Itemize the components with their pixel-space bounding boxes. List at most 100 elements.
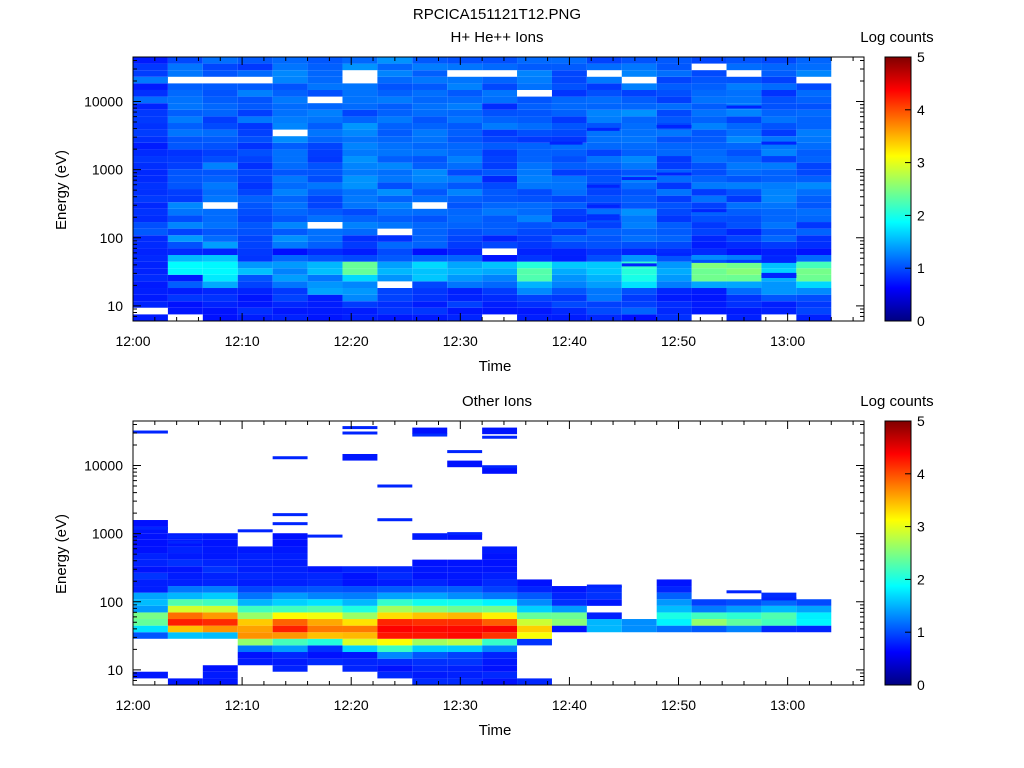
heatmap-cell [761, 228, 797, 236]
heatmap-cell [586, 103, 622, 110]
heatmap-cell [447, 195, 483, 203]
heatmap-cell [447, 274, 483, 282]
panel2-colorbar-ticks: 0 1 2 3 4 5 [905, 413, 925, 693]
heatmap-cell [272, 658, 308, 666]
heatmap-cell [447, 123, 483, 130]
heatmap-cell [377, 175, 413, 183]
heatmap-cell [761, 189, 797, 196]
heatmap-cell [133, 281, 168, 288]
heatmap-cell [412, 109, 448, 117]
heatmap-cell [447, 665, 483, 672]
x-tick-label: 12:30 [443, 333, 478, 349]
heatmap-cell [133, 520, 168, 527]
heatmap-cell [342, 57, 378, 64]
heatmap-segment [621, 263, 657, 267]
heatmap-cell [237, 301, 273, 308]
heatmap-cell [167, 546, 203, 554]
panel2-ticks: 12:00 12:10 12:20 12:30 12:40 12:50 13:00 10 100… [84, 421, 864, 713]
heatmap-cell [586, 175, 622, 183]
heatmap-cell [447, 228, 483, 236]
heatmap-cell [202, 301, 238, 308]
heatmap-cell [272, 559, 308, 567]
heatmap-cell [761, 142, 797, 150]
heatmap-cell [691, 288, 727, 295]
heatmap-cell [447, 208, 483, 216]
heatmap-cell [133, 572, 168, 580]
heatmap-cell [202, 116, 238, 123]
heatmap-cell [412, 136, 448, 143]
heatmap-cell [447, 599, 483, 606]
heatmap-cell [202, 261, 238, 269]
heatmap-cell [517, 63, 552, 71]
panel2-heatmap-cells [133, 426, 832, 685]
heatmap-cell [796, 208, 832, 216]
heatmap-cell [307, 215, 343, 223]
heatmap-cell [377, 268, 413, 275]
heatmap-cell [586, 83, 622, 90]
heatmap-cell [517, 182, 552, 190]
heatmap-cell [482, 96, 518, 104]
heatmap-cell [377, 156, 413, 163]
heatmap-cell [342, 281, 378, 288]
heatmap-cell [307, 632, 343, 639]
heatmap-cell [691, 248, 727, 256]
heatmap-cell [726, 625, 762, 633]
heatmap-cell [691, 625, 727, 633]
heatmap-cell [133, 619, 168, 626]
heatmap-cell [342, 572, 378, 580]
heatmap-cell [656, 162, 692, 170]
heatmap-cell [691, 162, 727, 170]
x-tick-label: 12:20 [334, 697, 369, 713]
heatmap-cell [551, 215, 587, 223]
heatmap-cell [621, 619, 657, 626]
heatmap-segment [167, 535, 203, 539]
heatmap-cell [342, 182, 378, 190]
heatmap-cell [761, 76, 797, 84]
heatmap-cell [517, 228, 552, 236]
heatmap-cell [517, 142, 552, 150]
heatmap-cell [447, 586, 483, 593]
heatmap-cell [517, 235, 552, 242]
heatmap-cell [237, 182, 273, 190]
heatmap-cell [307, 579, 343, 587]
heatmap-cell [551, 195, 587, 203]
heatmap-cell [167, 619, 203, 626]
heatmap-cell [726, 307, 762, 315]
heatmap-cell [761, 288, 797, 295]
heatmap-cell [167, 175, 203, 183]
heatmap-cell [447, 559, 483, 567]
heatmap-cell [272, 142, 308, 150]
heatmap-cell [377, 652, 413, 659]
heatmap-cell [167, 579, 203, 587]
heatmap-cell [272, 76, 308, 84]
heatmap-cell [726, 261, 762, 269]
heatmap-cell [167, 228, 203, 236]
colorbar-tick-label: 5 [917, 49, 925, 65]
heatmap-cell [377, 142, 413, 150]
heatmap-cell [133, 208, 168, 216]
heatmap-cell [202, 572, 238, 580]
heatmap-cell [412, 70, 448, 77]
heatmap-cell [377, 76, 413, 84]
heatmap-cell [517, 156, 552, 163]
heatmap-cell [551, 208, 587, 216]
heatmap-cell [377, 261, 413, 269]
heatmap-cell [167, 195, 203, 203]
heatmap-cell [272, 268, 308, 275]
heatmap-cell [377, 625, 413, 633]
heatmap-cell [447, 261, 483, 269]
heatmap-cell [412, 288, 448, 295]
heatmap-cell [412, 572, 448, 580]
heatmap-cell [133, 76, 168, 84]
heatmap-cell [517, 261, 552, 269]
heatmap-cell [272, 579, 308, 587]
heatmap-cell [377, 103, 413, 110]
heatmap-cell [517, 638, 552, 646]
heatmap-cell [167, 294, 203, 302]
heatmap-cell [412, 559, 448, 567]
heatmap-segment [482, 435, 518, 439]
heatmap-cell [377, 665, 413, 672]
heatmap-cell [726, 208, 762, 216]
heatmap-cell [796, 96, 832, 104]
